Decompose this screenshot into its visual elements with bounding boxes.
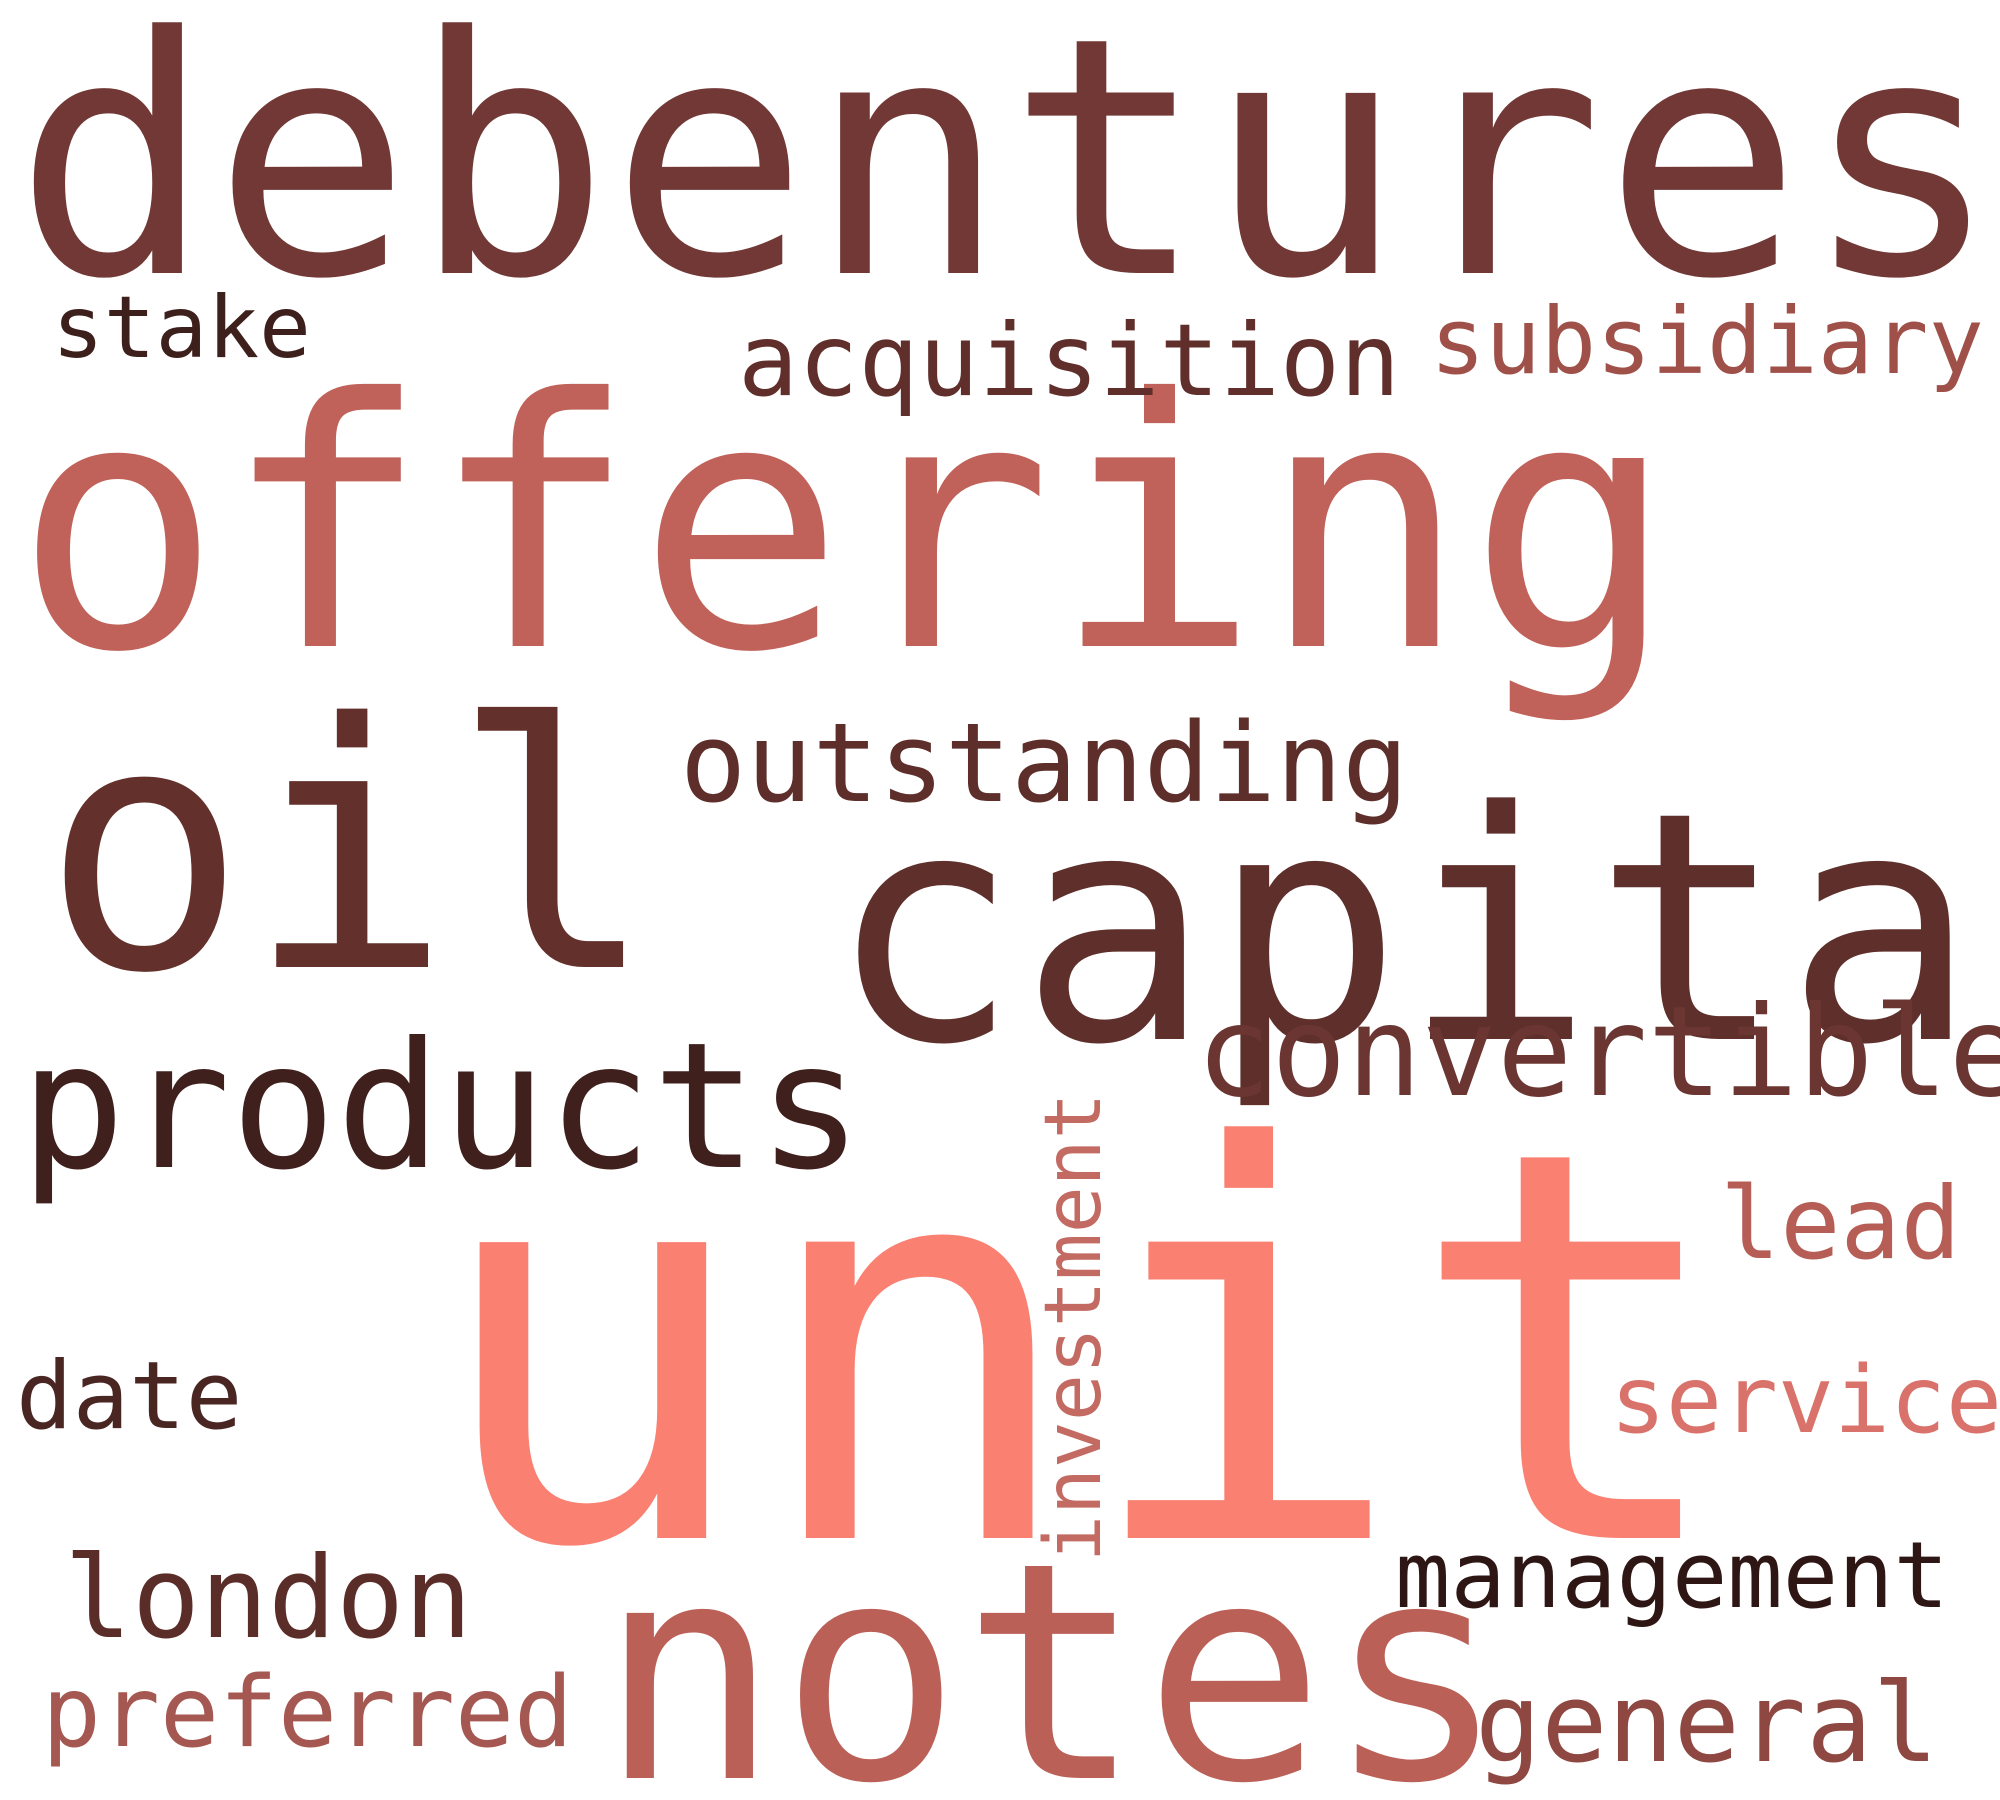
word-unit: unit [428,1035,1734,1666]
word-subsidiary: subsidiary [1430,288,1984,395]
word-investment: investment [1029,1092,1119,1562]
word-management: management [1395,1522,1949,1629]
word-debentures: debentures [14,0,2000,351]
word-outstanding: outstanding [680,699,1409,827]
word-service: service [1610,1346,2000,1454]
word-oil: oil [42,652,657,1048]
word-convertible: convertible [1196,980,2000,1125]
word-preferred: preferred [42,1656,574,1770]
word-capital: capital [828,744,2000,1114]
word-date: date [16,1342,243,1451]
word-london: london [64,1532,473,1664]
word-stake: stake [52,278,311,378]
word-acquisition: acquisition [738,302,1401,419]
word-lead: lead [1720,1165,1961,1282]
word-notes: notes [598,1499,1508,1800]
word-offering: offering [14,327,1676,728]
word-products: products [20,1006,863,1209]
word-general: general [1475,1659,1939,1787]
